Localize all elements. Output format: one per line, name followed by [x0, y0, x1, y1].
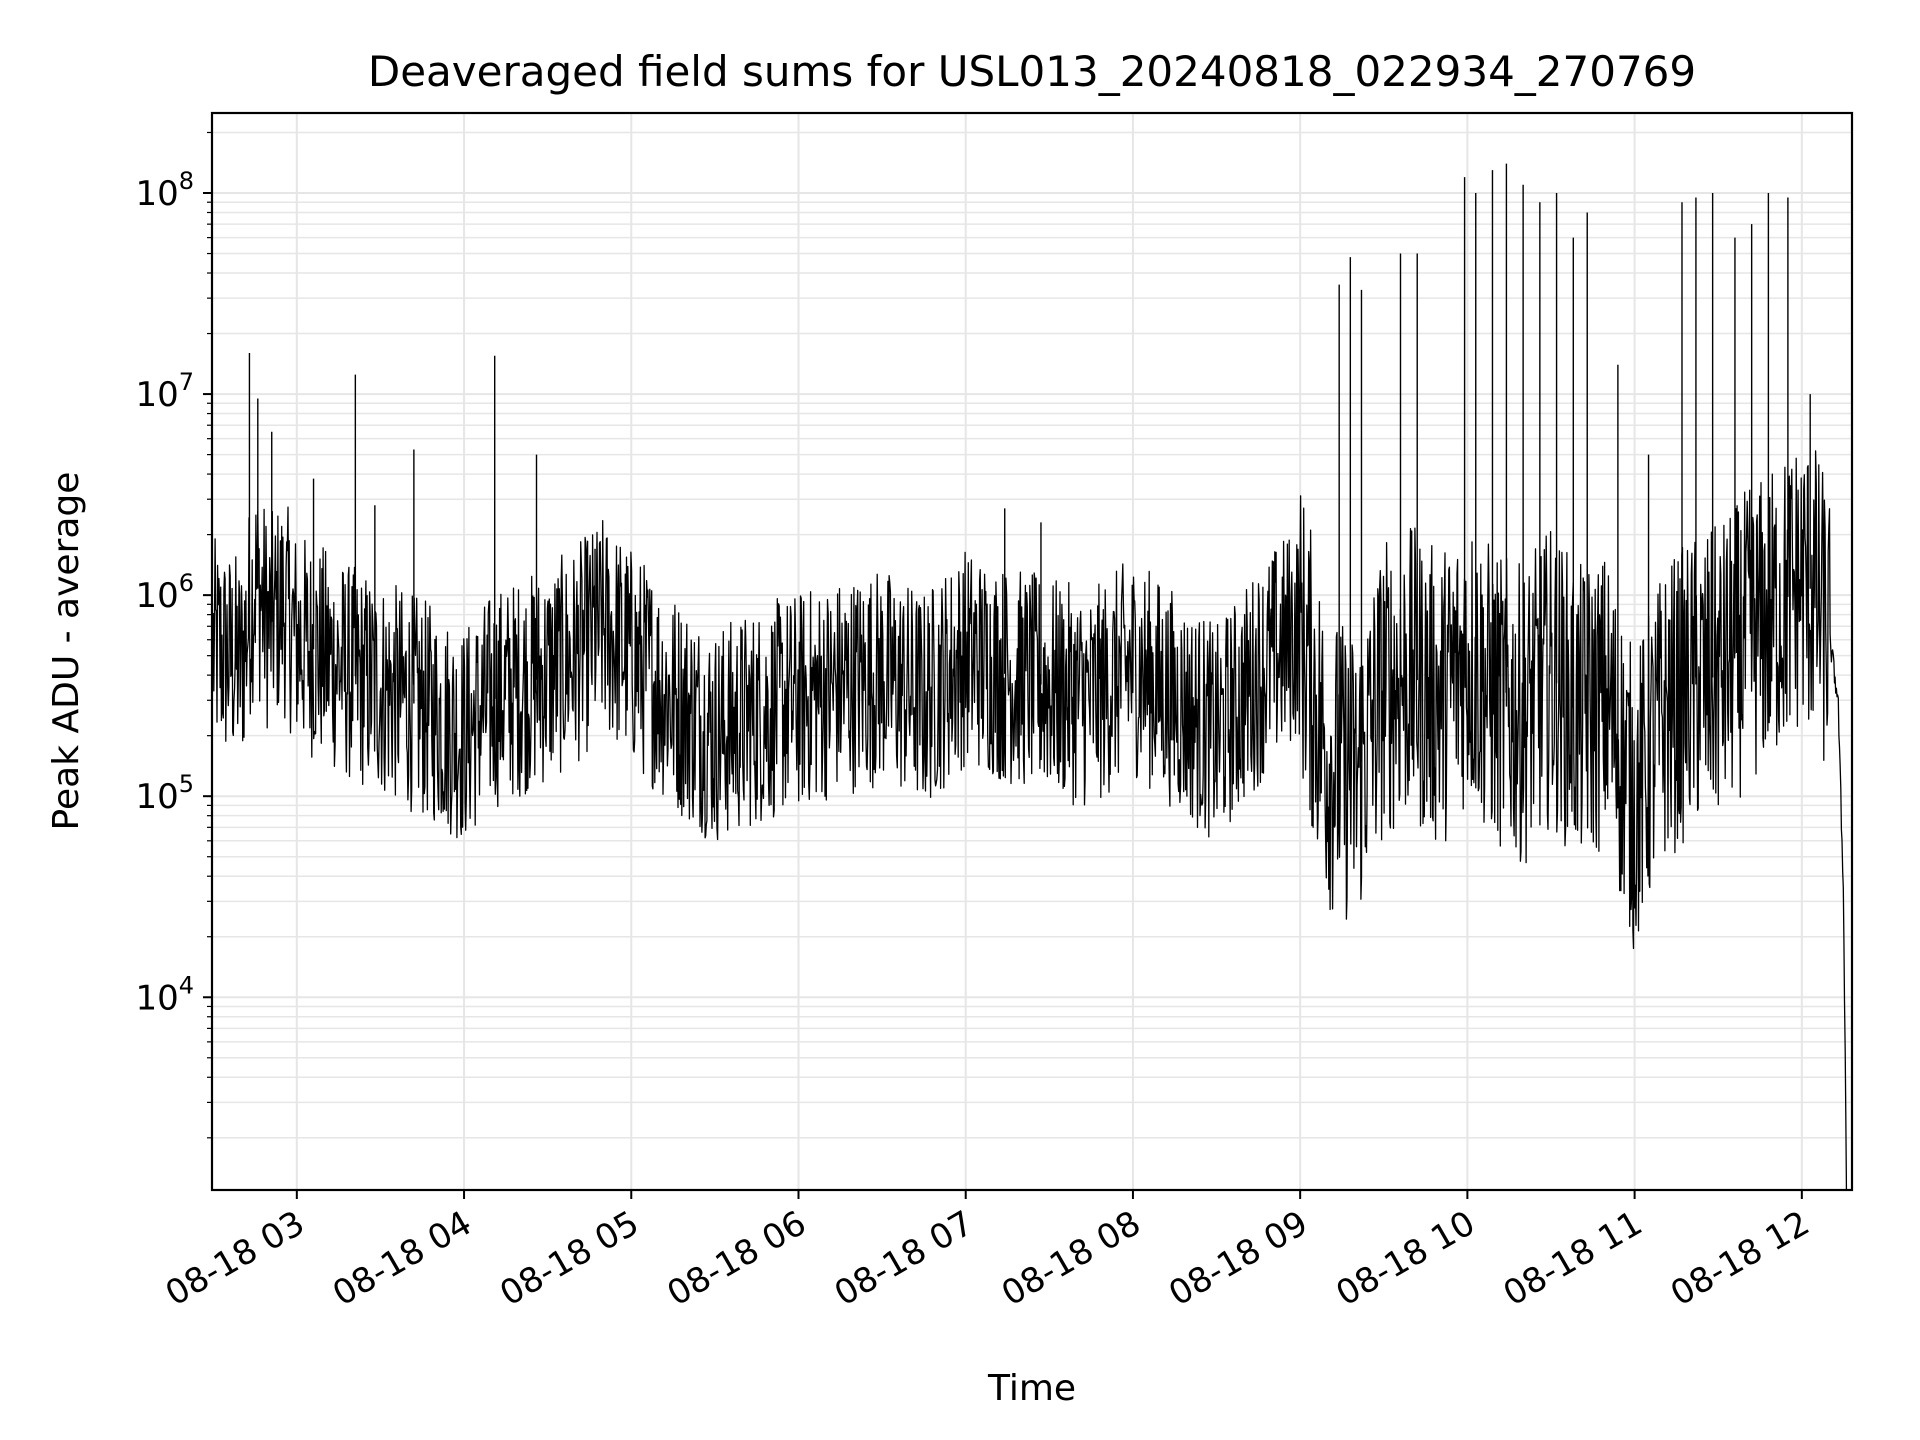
chart-title: Deaveraged field sums for USL013_2024081… — [368, 47, 1696, 96]
y-axis-label: Peak ADU - average — [46, 472, 87, 831]
series-line — [212, 450, 1848, 1190]
plot-frame — [210, 111, 1854, 1192]
x-axis-label: Time — [987, 1368, 1076, 1409]
series-black-line — [212, 163, 1848, 1190]
